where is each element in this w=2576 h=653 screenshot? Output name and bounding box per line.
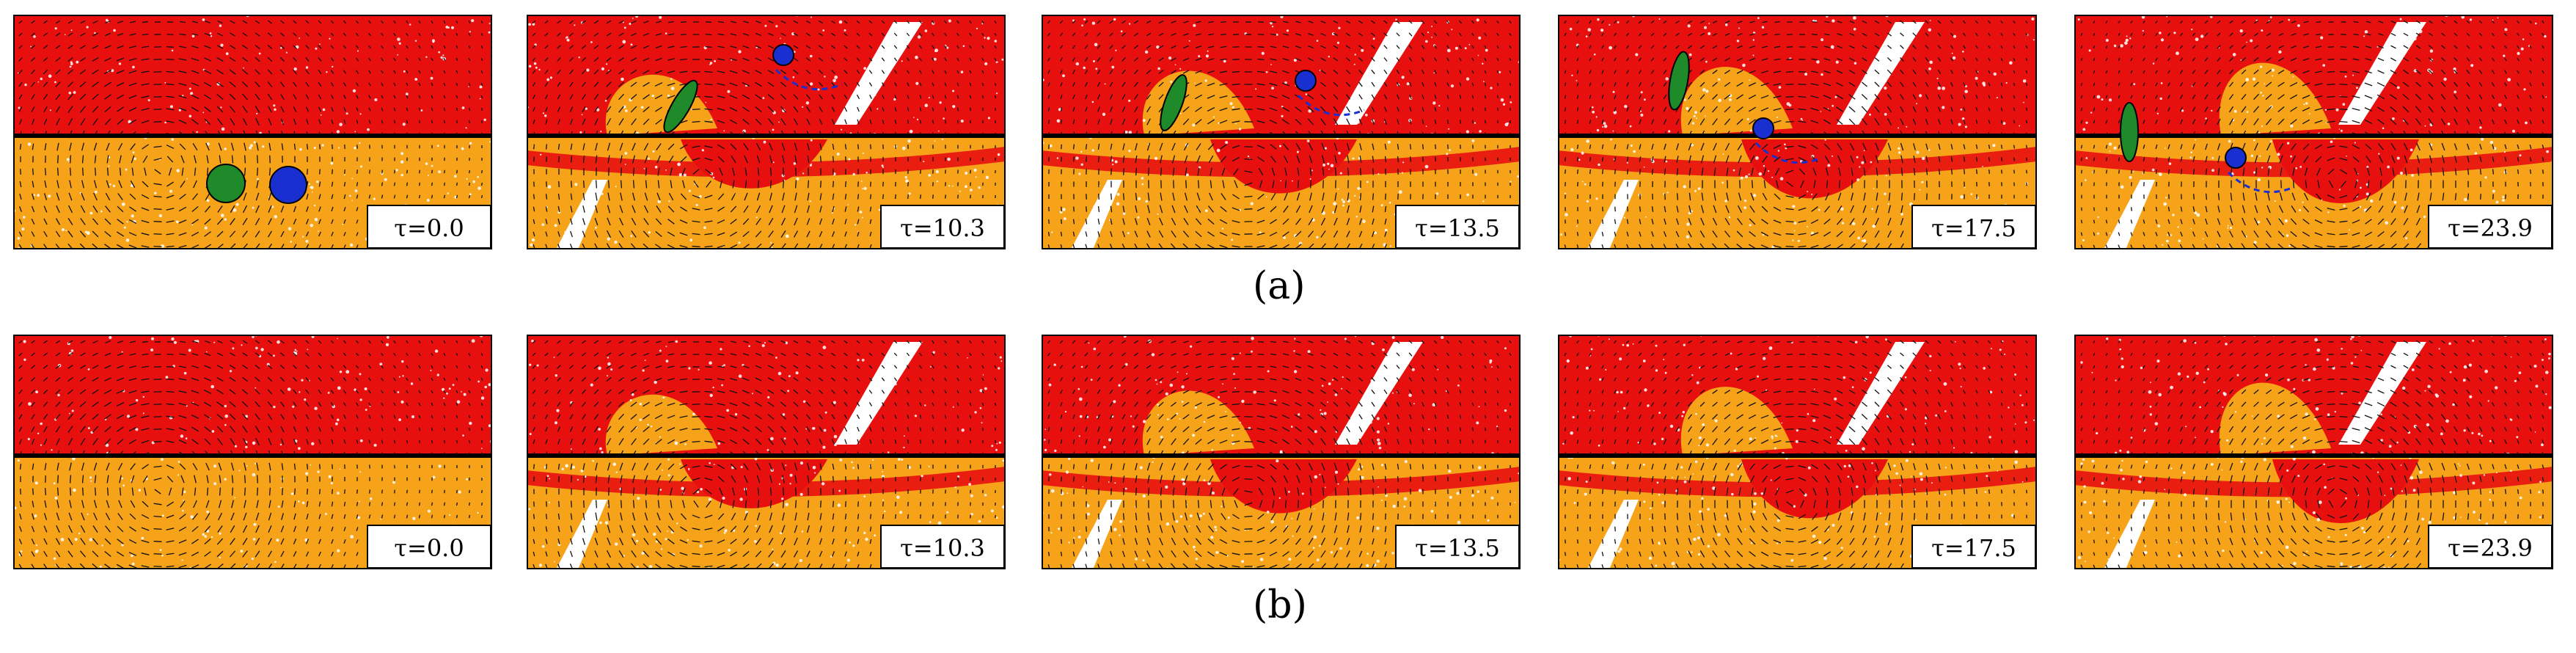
void-streak [1335,22,1423,125]
tau-label: τ=10.3 [900,534,985,562]
panel-frame [1558,335,2037,569]
panel-canvas: τ=0.0 [13,15,492,249]
tau-label-box [1911,525,2036,569]
panel-frame [13,15,492,249]
particle-blue [269,166,307,204]
tau-label-box [367,525,491,569]
tau-label-box [2428,205,2553,249]
tau-label-box [1395,205,1520,249]
particle-blue [772,44,794,66]
tau-label: τ=10.3 [900,214,985,242]
tau-label: τ=13.5 [1415,534,1500,562]
panel-frame [1042,15,1521,249]
upper-fluid-region [13,335,492,456]
simulation-panel-r2-c5: τ=23.9 [2074,335,2553,569]
tau-label: τ=17.5 [1931,214,2016,242]
particle-green [1668,51,1690,111]
particle-trail [1297,94,1365,117]
tau-label-box [880,205,1005,249]
mixing-plume [605,394,717,456]
void-streak [835,342,923,445]
panel-frame [13,335,492,569]
void-streak [2338,342,2426,445]
simulation-panel-r1-c1: τ=0.0 [13,15,492,249]
void-streak [1587,500,1639,569]
particle-trail [775,68,843,91]
simulation-panel-r1-c3: τ=13.5 [1042,15,1521,249]
mixing-plume [1680,387,1793,456]
panel-frame [527,15,1006,249]
tau-label-box [880,525,1005,569]
upper-fluid-region [1042,15,1521,136]
velocity-vector-field [18,20,483,249]
particle-green [2120,102,2139,162]
panel-canvas: τ=10.3 [527,15,1006,249]
tau-label-box [1911,205,2036,249]
void-streak [1335,342,1423,445]
panel-frame [527,335,1006,569]
simulation-panel-r1-c5: τ=23.9 [2074,15,2553,249]
void-streak [835,22,923,125]
void-streak [2104,180,2155,249]
mixing-plume [2219,382,2331,456]
upper-fluid-region [1558,15,2037,136]
tau-label-box [1395,525,1520,569]
void-streak [556,180,607,249]
mixing-plume [1142,390,1254,456]
panel-canvas: τ=23.9 [2074,335,2553,569]
row-label: (a) [1253,264,1306,308]
particle-green [1160,74,1188,131]
particle-trail [1754,142,1823,164]
panel-canvas: τ=13.5 [1042,335,1521,569]
panel-canvas: τ=13.5 [1042,15,1521,249]
void-streak [2104,500,2155,569]
upper-fluid-region [13,15,492,136]
simulation-panel-r2-c2: τ=10.3 [527,335,1006,569]
panel-canvas: τ=17.5 [1558,15,2037,249]
void-streak [1587,180,1639,249]
tau-label: τ=0.0 [394,214,464,242]
void-streak [1071,180,1122,249]
velocity-vector-field [532,20,997,249]
tau-label-box [367,205,491,249]
panel-canvas: τ=0.0 [13,335,492,569]
simulation-panel-r2-c4: τ=17.5 [1558,335,2037,569]
simulation-panel-r1-c4: τ=17.5 [1558,15,2037,249]
upper-fluid-region [1042,335,1521,456]
panel-frame [1558,15,2037,249]
tau-label-box [2428,525,2553,569]
simulation-panel-r1-c2: τ=10.3 [527,15,1006,249]
simulation-panel-r2-c3: τ=13.5 [1042,335,1521,569]
tau-label: τ=0.0 [394,534,464,562]
void-streak [556,500,607,569]
simulation-panel-r2-c1: τ=0.0 [13,335,492,569]
tau-label: τ=13.5 [1415,214,1500,242]
particle-green [663,79,698,134]
particle-blue [1295,70,1317,92]
particle-green [206,164,246,203]
panel-canvas: τ=17.5 [1558,335,2037,569]
panel-frame [2074,15,2553,249]
particle-blue [2225,147,2247,169]
upper-fluid-region [527,15,1006,136]
tau-label: τ=23.9 [2448,534,2533,562]
panel-canvas: τ=23.9 [2074,15,2553,249]
void-streak [1071,500,1122,569]
velocity-vector-field [1047,340,1512,569]
particle-trail [2227,171,2295,194]
particle-blue [1752,117,1774,139]
row-label: (b) [1253,583,1307,627]
tau-label: τ=23.9 [2448,214,2533,242]
panel-canvas: τ=10.3 [527,335,1006,569]
tau-label: τ=17.5 [1931,534,2016,562]
void-streak [2338,22,2426,125]
panel-frame [2074,335,2553,569]
panel-frame [1042,335,1521,569]
upper-fluid-region [1558,335,2037,456]
